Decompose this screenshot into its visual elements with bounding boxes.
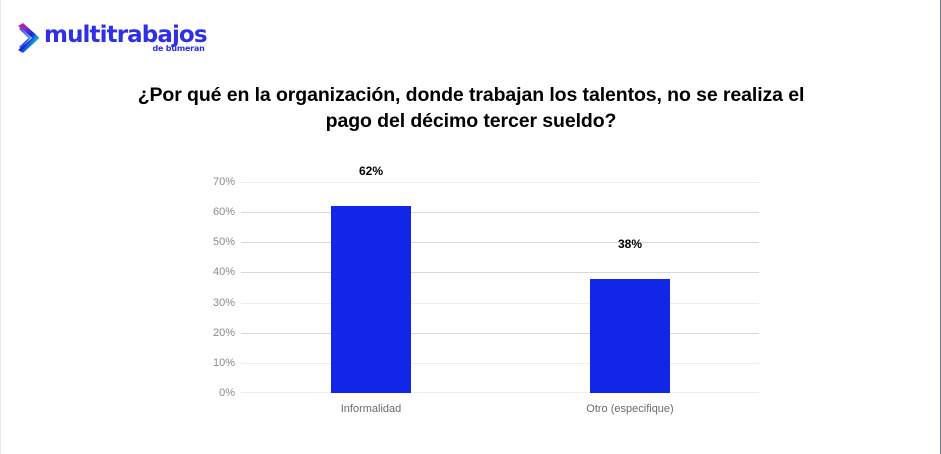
- brand-tagline: de bumeran: [152, 44, 205, 53]
- gridline-10: [241, 362, 759, 364]
- y-tick-label: 30%: [212, 296, 235, 309]
- bar-value-label: 38%: [617, 236, 643, 251]
- gridline-20: [241, 332, 759, 334]
- gridline-60: [241, 212, 759, 214]
- bar-value-label: 62%: [358, 164, 384, 178]
- plot-area: 62% 38% Informalidad Otro (especifique): [241, 165, 759, 415]
- y-tick-label: 0%: [219, 387, 235, 399]
- brand-wordmark: multitrabajos: [44, 22, 208, 48]
- y-tick-label: 20%: [212, 326, 235, 339]
- chart-title-line-1: ¿Por qué en la organización, donde traba…: [137, 84, 805, 106]
- bar-otro-especifique[interactable]: [590, 278, 670, 393]
- gridline-70: [241, 182, 759, 183]
- gridline-40: [241, 272, 759, 274]
- x-category-label: Otro (especifique): [586, 403, 674, 415]
- brand-logo: multitrabajos de bumeran: [15, 22, 215, 58]
- x-category-label: Informalidad: [340, 403, 402, 415]
- gridline-50: [241, 242, 759, 244]
- chart-title-line-2: pago del décimo tercer sueldo?: [325, 110, 617, 132]
- chart-title: ¿Por qué en la organización, donde traba…: [61, 82, 881, 134]
- gridline-0: [241, 392, 759, 393]
- y-tick-label: 10%: [212, 356, 235, 369]
- y-tick-label: 40%: [212, 266, 235, 279]
- y-tick-label: 70%: [212, 176, 235, 188]
- brand-wordmark-wrap: multitrabajos de bumeran: [44, 22, 208, 56]
- chevron-right-icon: [18, 23, 39, 53]
- bar-informalidad[interactable]: [331, 206, 411, 393]
- y-tick-label: 50%: [212, 236, 235, 249]
- y-tick-label: 60%: [212, 206, 235, 219]
- gridline-30: [241, 302, 759, 304]
- y-axis: 70% 60% 50% 40% 30% 20% 10% 0%: [183, 177, 235, 399]
